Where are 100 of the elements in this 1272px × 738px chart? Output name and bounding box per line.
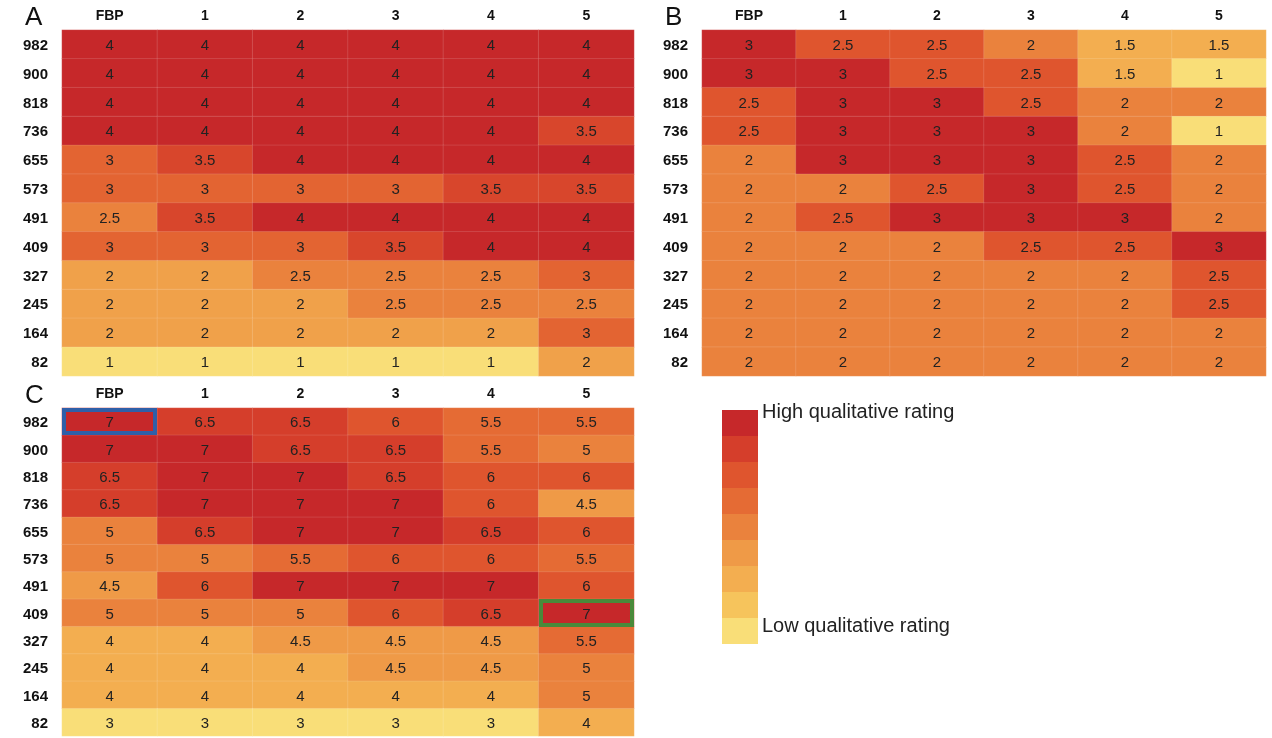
x-tick-label: 4 <box>487 385 496 401</box>
y-tick-label: 491 <box>662 208 688 226</box>
data-label: 4 <box>296 93 305 111</box>
data-label: 6.5 <box>289 440 311 458</box>
data-label: 3 <box>200 713 210 731</box>
data-label: 2.5 <box>1020 237 1042 255</box>
data-label: 2 <box>744 151 754 169</box>
data-label: 6.5 <box>99 467 121 485</box>
data-label: 3 <box>391 713 400 731</box>
y-tick-label: 409 <box>22 604 48 622</box>
data-label: 3 <box>105 180 114 198</box>
data-label: 2.5 <box>738 93 760 111</box>
data-label: 2 <box>582 353 591 371</box>
data-label: 5 <box>582 686 591 704</box>
data-label: 2 <box>1026 295 1036 313</box>
x-tick-label: 3 <box>1027 7 1036 23</box>
data-label: 3 <box>838 122 848 140</box>
data-label: 2 <box>744 266 754 284</box>
data-label: 3 <box>1026 151 1036 169</box>
data-label: 4.5 <box>480 659 502 677</box>
data-label: 3 <box>744 64 754 82</box>
data-label: 4 <box>200 93 210 111</box>
data-label: 1.5 <box>1208 35 1230 53</box>
y-tick-label: 82 <box>31 353 48 371</box>
data-label: 4 <box>486 64 496 82</box>
data-label: 2.5 <box>480 266 502 284</box>
data-label: 4 <box>296 122 305 140</box>
data-label: 2 <box>838 180 848 198</box>
data-label: 4 <box>391 151 400 169</box>
data-label: 2 <box>932 324 942 342</box>
data-label: 3 <box>200 180 210 198</box>
data-label: 2.5 <box>385 266 407 284</box>
data-label: 7 <box>105 440 114 458</box>
data-label: 4 <box>200 122 210 140</box>
data-label: 4 <box>582 35 591 53</box>
data-label: 2 <box>486 324 496 342</box>
data-label: 4.5 <box>99 577 121 595</box>
data-label: 3.5 <box>194 208 216 226</box>
data-label: 2.5 <box>1020 93 1042 111</box>
data-label: 5.5 <box>480 440 502 458</box>
data-label: 2 <box>1026 35 1036 53</box>
data-label: 2 <box>1214 151 1224 169</box>
data-label: 2 <box>391 324 400 342</box>
data-label: 3 <box>582 266 591 284</box>
data-label: 1 <box>296 353 305 371</box>
data-label: 3 <box>932 122 942 140</box>
data-label: 5.5 <box>480 413 502 431</box>
data-label: 4 <box>486 151 496 169</box>
data-label: 2.5 <box>832 208 854 226</box>
data-label: 5 <box>582 440 591 458</box>
data-label: 2 <box>296 324 305 342</box>
data-label: 3 <box>391 180 400 198</box>
data-label: 5 <box>582 659 591 677</box>
data-label: 4 <box>486 35 496 53</box>
data-label: 2.5 <box>480 295 502 313</box>
data-label: 3 <box>582 324 591 342</box>
x-tick-label: 4 <box>487 7 496 23</box>
data-label: 4 <box>486 237 496 255</box>
data-label: 4 <box>486 208 496 226</box>
x-tick-label: 1 <box>201 385 210 401</box>
data-label: 2.5 <box>1208 295 1230 313</box>
data-label: 2.5 <box>99 208 121 226</box>
x-tick-label: FBP <box>95 7 124 23</box>
data-label: 4 <box>105 631 114 649</box>
data-label: 5 <box>200 549 210 567</box>
data-label: 1.5 <box>1114 64 1136 82</box>
data-label: 1 <box>1214 122 1224 140</box>
data-label: 2 <box>932 353 942 371</box>
data-label: 4 <box>296 151 305 169</box>
data-label: 6 <box>486 467 496 485</box>
x-tick-label: 5 <box>1215 7 1224 23</box>
data-label: 7 <box>105 413 114 431</box>
chart-title: C <box>25 379 44 409</box>
y-tick-label: 409 <box>22 237 48 255</box>
y-tick-label: 900 <box>22 64 48 82</box>
x-tick-label: FBP <box>95 385 124 401</box>
data-label: 2 <box>200 295 210 313</box>
data-label: 7 <box>486 577 496 595</box>
data-label: 2 <box>744 353 754 371</box>
data-label: 2.5 <box>289 266 311 284</box>
data-label: 2 <box>838 266 848 284</box>
data-label: 7 <box>582 604 591 622</box>
text: High qualitative rating <box>762 400 955 423</box>
data-label: 4 <box>582 208 591 226</box>
y-tick-label: 736 <box>22 495 48 513</box>
data-label: 2 <box>105 295 114 313</box>
y-tick-label: 164 <box>22 324 49 342</box>
x-tick-label: 2 <box>296 385 305 401</box>
data-label: 5 <box>105 604 114 622</box>
data-label: 6.5 <box>385 440 407 458</box>
data-label: 3 <box>105 713 114 731</box>
data-label: 6 <box>582 577 591 595</box>
data-label: 5 <box>105 522 114 540</box>
x-tick-label: 1 <box>839 7 848 23</box>
data-label: 3.5 <box>480 180 502 198</box>
data-label: 2 <box>744 237 754 255</box>
data-label: 1 <box>200 353 210 371</box>
data-label: 2 <box>1120 353 1130 371</box>
y-tick-label: 573 <box>22 549 48 567</box>
data-label: 4.5 <box>385 659 407 677</box>
